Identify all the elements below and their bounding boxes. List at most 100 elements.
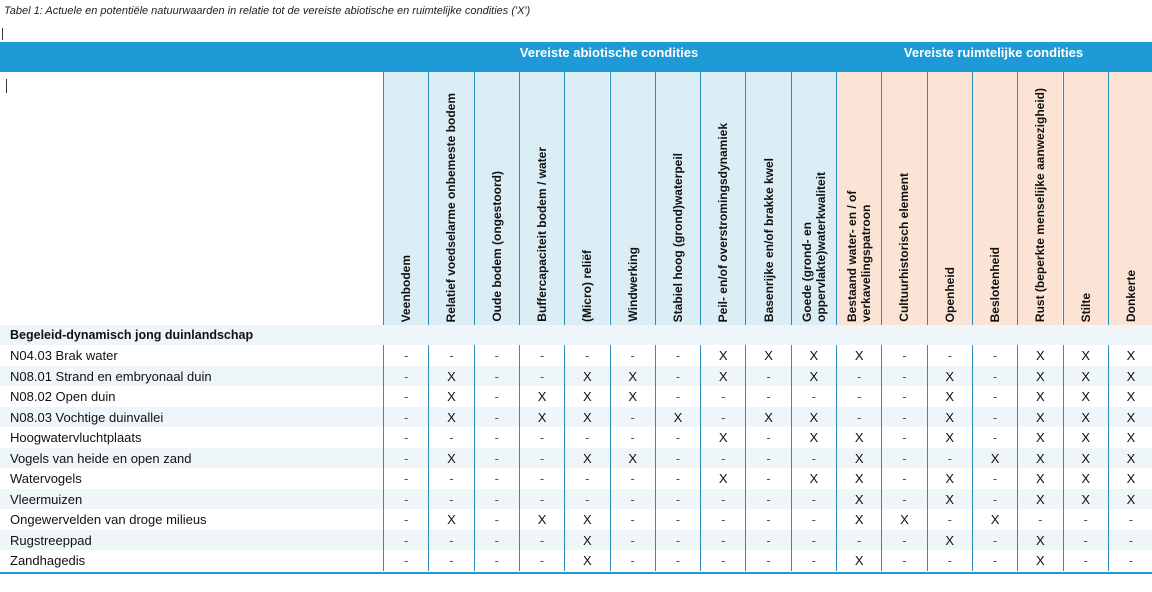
table-cell: X: [1107, 406, 1152, 427]
table-cell: -: [564, 488, 609, 509]
group-spatial: Vereiste ruimtelijke condities: [903, 45, 1084, 60]
table-cell: X: [1062, 468, 1108, 489]
table-cell: -: [1062, 550, 1108, 571]
table-cell: -: [836, 406, 881, 427]
table-cell: -: [383, 529, 428, 550]
table-cell: -: [383, 406, 428, 427]
table-cell: -: [700, 488, 745, 509]
table-cell: X: [926, 468, 972, 489]
table-cell: -: [881, 427, 926, 448]
column-header-label: Relatief voedselarme onbemeste bodem: [444, 92, 459, 322]
table-cell: X: [654, 406, 700, 427]
text-cursor: [2, 28, 3, 40]
table-cell: -: [473, 386, 519, 407]
table-cell: -: [518, 550, 564, 571]
table-row: Vogels van heide en open zand - X - - X X - - - - X…: [0, 447, 1152, 468]
table-row: Zandhagedis - - - - X - - - - - X - - - X - -: [0, 550, 1152, 571]
table-cell: -: [790, 488, 836, 509]
table-cell: -: [518, 529, 564, 550]
table-cell: -: [971, 468, 1017, 489]
table-cell: X: [609, 386, 655, 407]
column-header: (Micro) reliëf: [564, 72, 610, 325]
table-cell: -: [971, 386, 1017, 407]
table-cell: -: [383, 427, 428, 448]
table-cell: -: [518, 447, 564, 468]
column-header-label: Windwerking: [625, 247, 640, 322]
column-header-label: Donkerte: [1123, 269, 1138, 322]
row-label: Hoogwatervluchtplaats: [10, 430, 142, 445]
table-cell: -: [700, 509, 745, 530]
table-cell: X: [1107, 447, 1152, 468]
text-cursor: [6, 79, 7, 93]
table-cell: X: [926, 488, 972, 509]
table-cell: X: [881, 509, 926, 530]
table-cell: -: [654, 365, 700, 386]
table-cell: -: [1107, 509, 1152, 530]
table-row: Ongewervelden van droge milieus - X - X X - - - -…: [0, 509, 1152, 530]
table-cell: -: [745, 365, 790, 386]
table-cell: X: [1107, 365, 1152, 386]
table-cell: X: [1107, 386, 1152, 407]
table-row: Vleermuizen - - - - - - - - - - X - X - X X X: [0, 488, 1152, 509]
table-cell: X: [790, 468, 836, 489]
table-cell: X: [1062, 386, 1108, 407]
table-cell: -: [428, 345, 473, 366]
table-cell: X: [428, 509, 473, 530]
table-cell: -: [654, 529, 700, 550]
column-header: Bestaand water- en / of verkavelingspatr…: [836, 72, 882, 325]
table-cell: -: [881, 386, 926, 407]
table-cell: X: [836, 468, 881, 489]
table-cell: -: [609, 509, 655, 530]
table-cell: -: [473, 509, 519, 530]
table-cell: X: [971, 447, 1017, 468]
row-label: N04.03 Brak water: [10, 348, 118, 363]
column-header: Stilte: [1062, 72, 1108, 325]
table-cell: -: [700, 447, 745, 468]
table-cell: X: [1062, 488, 1108, 509]
column-header-label: Stabiel hoog (grond)waterpeil: [670, 152, 685, 322]
table-cell: X: [1017, 468, 1062, 489]
table-cell: X: [836, 427, 881, 448]
table-cell: -: [383, 468, 428, 489]
column-header-label: Goede (grond- en oppervlakte)waterkwalit…: [799, 171, 828, 322]
table-cell: X: [700, 468, 745, 489]
row-label: Zandhagedis: [10, 553, 86, 568]
table-cell: -: [654, 468, 700, 489]
table-cell: -: [926, 509, 972, 530]
table-cell: X: [745, 345, 790, 366]
table-cell: -: [654, 345, 700, 366]
table-row: Hoogwatervluchtplaats - - - - - - - X - X X - X - X X X: [0, 427, 1152, 448]
table-cell: X: [1062, 427, 1108, 448]
table-cell: -: [654, 427, 700, 448]
table-cell: X: [971, 509, 1017, 530]
column-header: Cultuurhistorisch element: [881, 72, 927, 325]
table-cell: -: [881, 406, 926, 427]
table-cell: -: [881, 468, 926, 489]
table-bottom-border: [0, 572, 1152, 574]
column-header-label: Stilte: [1078, 292, 1093, 322]
table-cell: X: [1062, 406, 1108, 427]
row-label: Watervogels: [10, 471, 82, 486]
table-cell: -: [609, 550, 655, 571]
table-cell: X: [428, 386, 473, 407]
table-cell: X: [1017, 529, 1062, 550]
table-cell: X: [564, 406, 609, 427]
table-cell: X: [564, 447, 609, 468]
column-header: Veenbodem: [383, 72, 429, 325]
table-cell: -: [836, 365, 881, 386]
table-cell: -: [1062, 509, 1108, 530]
column-header-label: Buffercapaciteit bodem / water: [535, 147, 550, 322]
table-cell: -: [654, 509, 700, 530]
table-cell: X: [564, 529, 609, 550]
table-row: N08.02 Open duin - X - X X X - - - - - - X - X X X: [0, 386, 1152, 407]
table-cell: X: [1017, 386, 1062, 407]
table-cell: X: [745, 406, 790, 427]
table-cell: X: [790, 406, 836, 427]
table-cell: -: [609, 468, 655, 489]
table-cell: X: [1062, 345, 1108, 366]
table-cell: X: [1017, 550, 1062, 571]
table-cell: X: [428, 365, 473, 386]
table-cell: X: [926, 406, 972, 427]
table-cell: -: [654, 386, 700, 407]
column-header-label: Veenbodem: [399, 254, 414, 322]
